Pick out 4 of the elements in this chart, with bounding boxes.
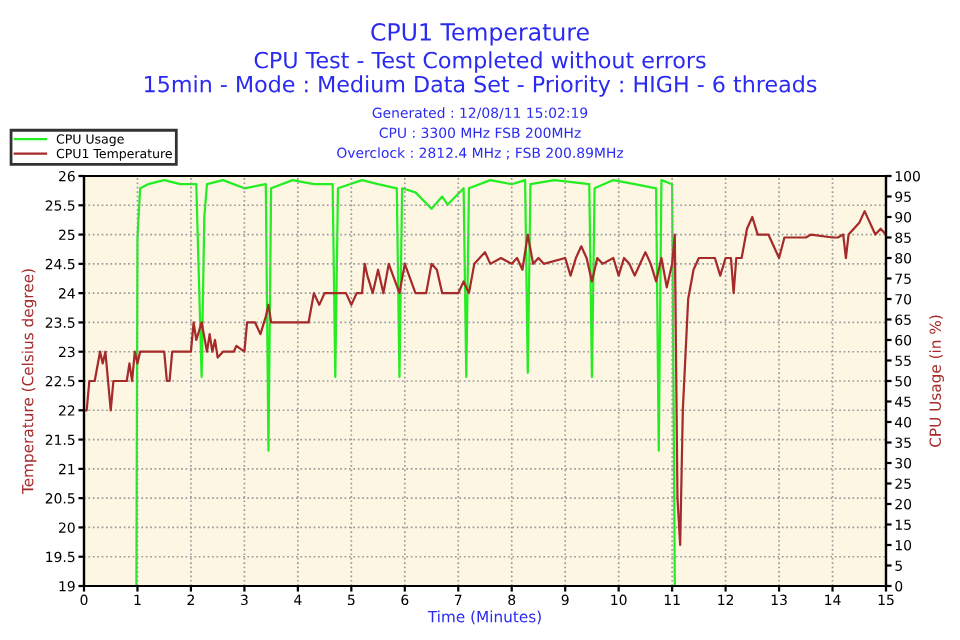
chart-title: CPU1 Temperature [371, 22, 589, 46]
chart-subtitle: CPU Test - Test Completed without errors 15min - Mode : Medium Data Set - Priority : HIGH - 6 threads [145, 51, 817, 97]
line-series [135, 178, 679, 586]
line-series [84, 210, 886, 547]
